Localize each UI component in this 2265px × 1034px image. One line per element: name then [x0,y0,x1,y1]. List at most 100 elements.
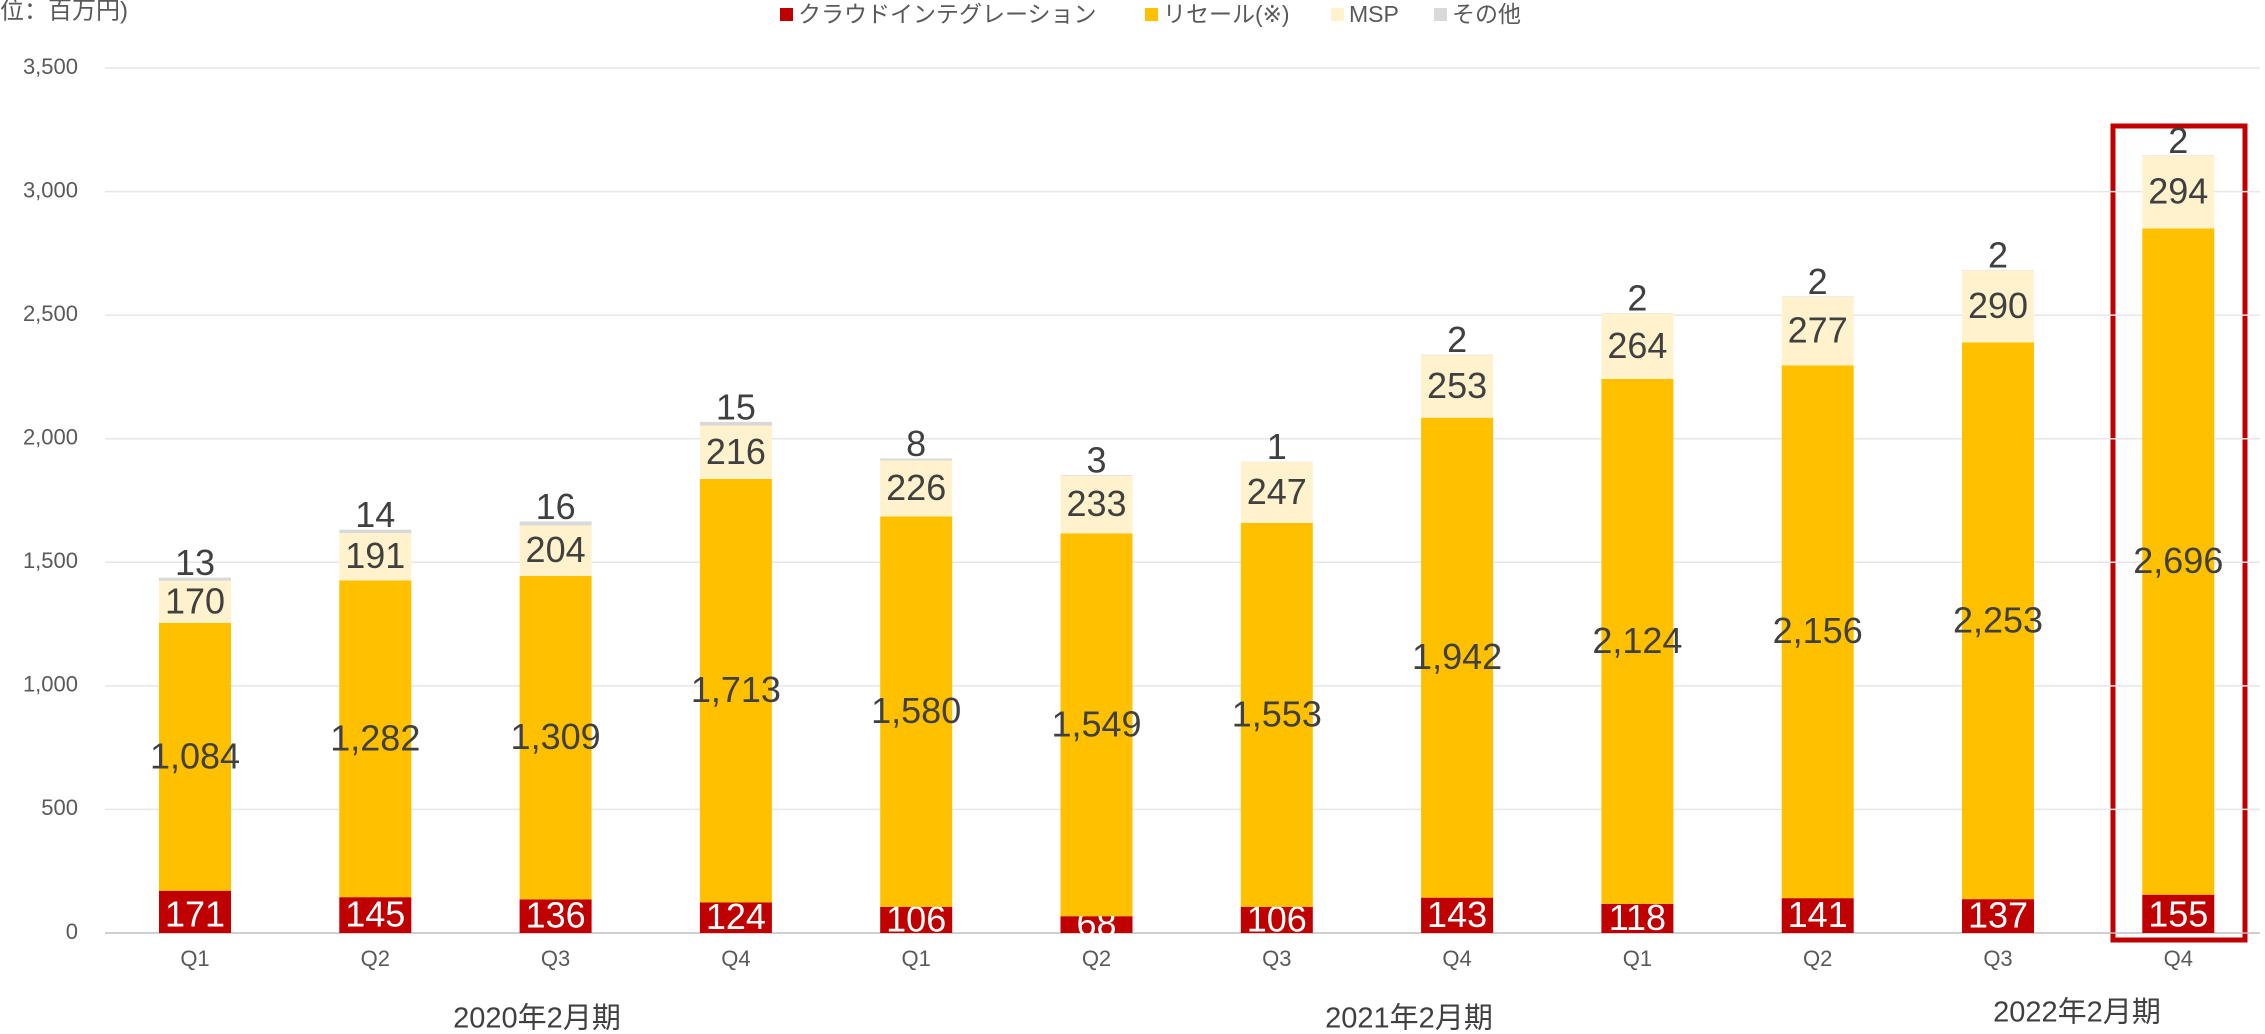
bar-segment [159,622,231,891]
bar-segment [699,421,772,426]
data-label: 141 [1788,894,1848,935]
bar-segment [1781,296,1854,366]
y-tick-label: 1,500 [23,548,78,573]
data-label: 124 [706,896,766,937]
bar-segment [159,580,231,623]
data-label: 1,084 [150,735,240,776]
bar-segment [339,580,412,898]
bar-segment [1060,916,1133,933]
legend-swatch [1331,8,1344,21]
x-tick-label: Q2 [1803,946,1832,971]
bar-segment [1421,417,1494,898]
bar-segment [1781,365,1854,899]
data-label: 145 [345,894,405,935]
data-label: 294 [2148,171,2208,212]
bar-segment [699,425,772,479]
data-label: 277 [1788,310,1848,351]
data-label: 170 [165,580,225,621]
bar-segment [2142,894,2215,933]
x-tick-label: Q3 [1262,946,1291,971]
x-tick-label: Q4 [721,946,750,971]
bar-segment [1781,898,1854,933]
legend-swatch [780,8,793,21]
bar-segment [519,899,592,933]
legend-label: MSP [1349,1,1399,27]
group-label: 2021年2月期 [1325,1002,1493,1034]
data-label: 8 [906,423,926,464]
bar-segment [880,458,953,461]
y-tick-label: 0 [66,919,78,944]
y-tick-label: 2,000 [23,425,78,450]
data-label: 1,942 [1412,636,1502,677]
data-label: 171 [165,894,225,935]
bar-segment [699,478,772,903]
bar-segment [1060,475,1133,534]
data-label: 16 [536,486,576,527]
bar-segment [2142,155,2215,229]
data-label: 1,549 [1051,703,1141,744]
bar-segment [339,897,412,933]
legend-swatch [1434,8,1447,21]
y-tick-label: 1,000 [23,672,78,697]
highlight-box [2110,123,2248,943]
x-tick-label: Q1 [180,946,209,971]
bar-segment [519,521,592,526]
data-label: 3 [1086,440,1106,481]
bar-segment [339,533,412,581]
data-label: 2,696 [2133,540,2223,581]
bar-segment [519,525,592,576]
data-label: 2 [1447,319,1467,360]
data-label: 1,713 [691,669,781,710]
data-label: 137 [1968,895,2028,936]
bar-segment [1601,378,1674,904]
data-label: 15 [716,386,756,427]
bar-segment [880,516,953,907]
legend-label: クラウドインテグレーション [798,1,1097,27]
x-tick-label: Q3 [1983,946,2012,971]
data-label: 247 [1247,471,1307,512]
bar-segment [159,577,231,581]
data-label: 1,580 [871,690,961,731]
data-label: 2 [2168,120,2188,161]
data-label: 204 [526,529,586,570]
bar-segment [339,529,412,534]
data-label: 233 [1066,483,1126,524]
bar-segment [699,902,772,933]
data-label: 226 [886,467,946,508]
data-label: 14 [355,494,395,535]
bar-segment [1601,313,1674,379]
y-tick-label: 500 [41,795,78,820]
x-tick-label: Q3 [541,946,570,971]
data-label: 136 [526,895,586,936]
bar-segment [1962,270,2034,343]
data-label: 2,156 [1773,610,1863,651]
bar-segment [1240,522,1313,907]
x-tick-label: Q4 [1442,946,1471,971]
bar-segment [519,575,592,900]
data-label: 1,553 [1232,693,1322,734]
bar-segment [1421,897,1494,933]
data-label: 216 [706,431,766,472]
bar-segment [880,906,953,933]
bar-segment [1060,533,1133,917]
data-label: 1,309 [511,716,601,757]
x-tick-label: Q2 [361,946,390,971]
bar-segment [1240,461,1313,523]
x-tick-label: Q4 [2164,946,2193,971]
data-label: 191 [345,535,405,576]
data-label: 155 [2148,894,2208,935]
data-label: 2,124 [1592,620,1682,661]
x-tick-label: Q1 [1623,946,1652,971]
bar-segment [1601,903,1674,933]
data-label: 2,253 [1953,599,2043,640]
bar-segment [1421,355,1494,418]
legend-label: リセール(※) [1163,1,1290,27]
data-label: 290 [1968,285,2028,326]
bar-segment [1240,906,1313,933]
bar-segment [159,890,231,933]
bar-segment [1962,342,2034,900]
data-label: 1,282 [330,717,420,758]
bar-segment [2142,228,2215,895]
y-tick-label: 3,000 [23,177,78,202]
